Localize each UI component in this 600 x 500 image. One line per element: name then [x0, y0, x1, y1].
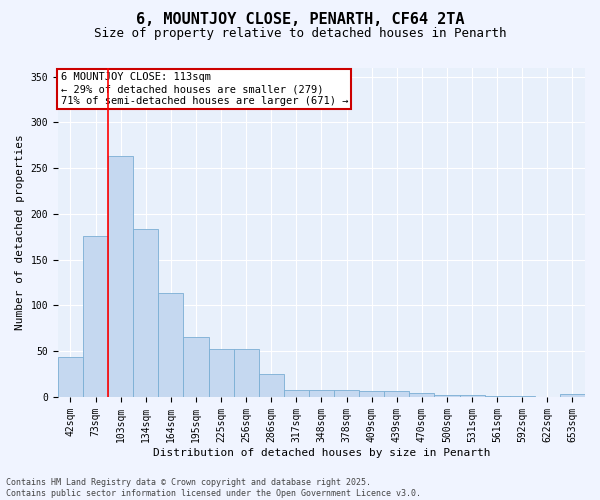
Text: Contains HM Land Registry data © Crown copyright and database right 2025.
Contai: Contains HM Land Registry data © Crown c… [6, 478, 421, 498]
Bar [334, 390, 359, 397]
Bar [133, 228, 158, 397]
Bar [108, 156, 133, 397]
Bar [184, 338, 209, 397]
Bar [309, 390, 334, 397]
Text: 6 MOUNTJOY CLOSE: 113sqm
← 29% of detached houses are smaller (279)
71% of semi-: 6 MOUNTJOY CLOSE: 113sqm ← 29% of detach… [61, 72, 348, 106]
Bar [284, 390, 309, 397]
Text: Size of property relative to detached houses in Penarth: Size of property relative to detached ho… [94, 28, 506, 40]
Bar [259, 374, 284, 397]
Bar [460, 395, 485, 397]
Bar [83, 236, 108, 397]
Bar [485, 396, 510, 397]
Bar [384, 390, 409, 397]
Bar [359, 390, 384, 397]
Bar [409, 394, 434, 397]
Bar [560, 394, 585, 397]
Bar [158, 292, 184, 397]
Bar [233, 350, 259, 397]
Bar [209, 350, 233, 397]
X-axis label: Distribution of detached houses by size in Penarth: Distribution of detached houses by size … [153, 448, 490, 458]
Y-axis label: Number of detached properties: Number of detached properties [15, 134, 25, 330]
Text: 6, MOUNTJOY CLOSE, PENARTH, CF64 2TA: 6, MOUNTJOY CLOSE, PENARTH, CF64 2TA [136, 12, 464, 28]
Bar [58, 356, 83, 397]
Bar [434, 395, 460, 397]
Bar [510, 396, 535, 397]
